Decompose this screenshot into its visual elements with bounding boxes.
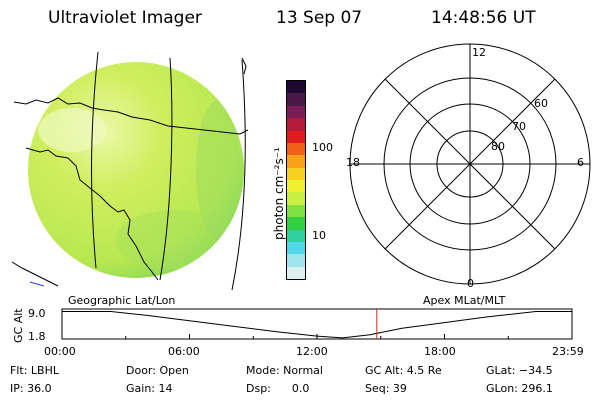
timeline-xtick-2359: 23:59 — [552, 345, 584, 358]
colorbar — [286, 80, 306, 280]
mode-value: Mode: Normal — [246, 364, 323, 377]
coastline — [13, 97, 249, 135]
colorbar-swatch — [287, 118, 305, 131]
colorbar-swatch — [287, 155, 305, 168]
longitude-line — [159, 57, 173, 281]
timeline-xtick-1800: 18:00 — [424, 345, 456, 358]
timeline-ytick-9: 9.0 — [28, 307, 46, 320]
colorbar-swatch — [287, 142, 305, 156]
instrument-title: Ultraviolet Imager — [48, 8, 202, 28]
lat-label-70: 70 — [512, 120, 526, 133]
timeline-ylabel: GC Alt — [12, 308, 25, 343]
gc-alt-value: GC Alt: 4.5 Re — [365, 364, 442, 377]
coastline — [11, 261, 59, 287]
colorbar-swatch — [287, 81, 305, 94]
mlt-label-6: 6 — [577, 156, 584, 169]
longitude-line — [91, 51, 99, 269]
date-label: 13 Sep 07 — [276, 8, 363, 28]
seq-value: Seq: 39 — [365, 382, 407, 395]
lat-label-80: 80 — [491, 140, 505, 153]
colorbar-tick-10: 10 — [312, 229, 326, 242]
colorbar-swatch — [287, 266, 305, 279]
timeline-ytick-1.8: 1.8 — [28, 330, 46, 343]
colorbar-swatch — [287, 105, 305, 119]
glat-value: GLat: −34.5 — [486, 364, 553, 377]
ip-value: IP: 36.0 — [10, 382, 52, 395]
disk-texture — [38, 100, 240, 270]
colorbar-swatch — [287, 192, 305, 205]
timeline-xtick-1200: 12:00 — [296, 345, 328, 358]
colorbar-swatch — [287, 167, 305, 180]
coastline — [241, 57, 247, 75]
colorbar-swatch — [287, 229, 305, 242]
lat-label-60: 60 — [534, 97, 548, 110]
dsp-value: Dsp: 0.0 — [246, 382, 310, 395]
coastline — [25, 147, 159, 281]
timeline-xtick-0000: 00:00 — [44, 345, 76, 358]
colorbar-swatch — [287, 180, 305, 193]
longitude-line — [231, 59, 246, 291]
time-label: 14:48:56 UT — [431, 8, 536, 28]
colorbar-swatches — [287, 81, 305, 279]
altitude-track — [62, 311, 572, 339]
mlt-label-0: 0 — [467, 277, 474, 290]
colorbar-swatch — [287, 204, 305, 218]
colorbar-tick-100: 100 — [312, 141, 333, 154]
timeline-xtick-0600: 06:00 — [168, 345, 200, 358]
glon-value: GLon: 296.1 — [486, 382, 553, 395]
colorbar-swatch — [287, 241, 305, 255]
geographic-label: Geographic Lat/Lon — [68, 294, 176, 307]
colorbar-swatch — [287, 130, 305, 143]
colorbar-unit-label: photon cm⁻²s⁻¹ — [272, 147, 286, 240]
apex-label: Apex MLat/MLT — [423, 294, 506, 307]
filter-value: Flt: LBHL — [10, 364, 59, 377]
mlt-label-18: 18 — [346, 156, 360, 169]
earth-disk — [28, 62, 244, 278]
door-value: Door: Open — [126, 364, 189, 377]
colorbar-swatch — [287, 254, 305, 267]
colorbar-swatch — [287, 217, 305, 230]
colorbar-swatch — [287, 93, 305, 106]
mlt-label-12: 12 — [472, 46, 486, 59]
coastline — [29, 281, 45, 287]
gain-value: Gain: 14 — [126, 382, 173, 395]
